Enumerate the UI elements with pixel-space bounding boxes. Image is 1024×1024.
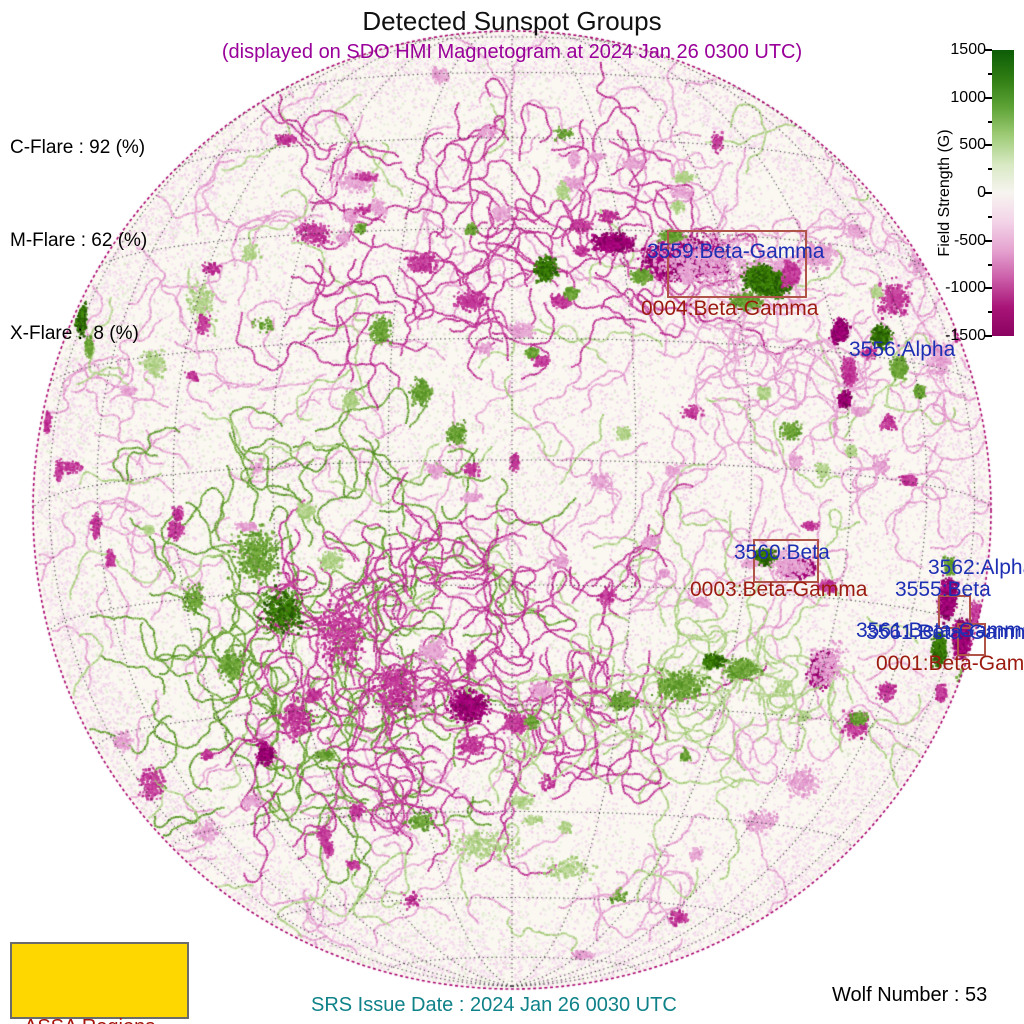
region-label-assa: 0001:Beta-Gamma	[876, 652, 1024, 675]
region-label-noaa: 3560:Beta	[734, 541, 830, 564]
region-box	[938, 595, 971, 629]
legend-item-assa: ASSA Regions	[24, 1012, 187, 1024]
region-box	[667, 230, 807, 298]
colorbar-tick-mark	[985, 192, 992, 194]
region-box	[957, 623, 986, 656]
colorbar-tick-label: 500	[959, 136, 986, 154]
wolf-number: Wolf Number : 53	[832, 984, 988, 1006]
region-box	[753, 539, 819, 583]
colorbar-tick-label: -1500	[945, 327, 986, 344]
colorbar-minor-tick-mark	[988, 215, 992, 218]
colorbar-tick-label: -1000	[945, 279, 986, 297]
flare-probability-panel: C-Flare : 92 (%) M-Flare : 62 (%) X-Flar…	[10, 70, 147, 411]
colorbar-minor-tick-mark	[988, 120, 992, 123]
colorbar-minor-tick-mark	[988, 263, 992, 266]
srs-issue-date: SRS Issue Date : 2024 Jan 26 0030 UTC	[311, 994, 677, 1016]
colorbar-tick-mark	[985, 335, 992, 337]
colorbar-tick-mark	[985, 239, 992, 242]
region-label-noaa: 3559:Beta-Gamma	[647, 240, 825, 263]
colorbar-tick-label: 1500	[950, 41, 986, 58]
x-flare-probability: X-Flare : 8 (%)	[10, 323, 139, 344]
colorbar-minor-tick-mark	[988, 311, 992, 314]
colorbar-axis-label: Field Strength (G)	[936, 129, 953, 257]
colorbar-tick-mark	[985, 49, 992, 51]
page-title: Detected Sunspot Groups	[362, 6, 662, 36]
region-label-assa: 0003:Beta-Gamma	[690, 578, 868, 601]
legend: ASSA Regions NOAA Regions	[10, 942, 189, 1024]
page-subtitle: (displayed on SDO HMI Magnetogram at 202…	[221, 41, 803, 63]
colorbar-tick-mark	[985, 144, 992, 147]
region-label-noaa: 3561:Beta-Gamma	[856, 619, 1024, 642]
region-label-assa: 0004:Beta-Gamma	[641, 297, 819, 320]
colorbar-minor-tick-mark	[988, 72, 992, 75]
colorbar-gradient	[992, 50, 1014, 336]
m-flare-probability: M-Flare : 62 (%)	[10, 230, 148, 251]
colorbar-tick-mark	[985, 96, 992, 99]
region-label-noaa: 3556:Alpha	[849, 338, 956, 361]
colorbar-tick-label: 0	[977, 184, 986, 201]
region-label-noaa: 3555:Beta	[895, 578, 991, 601]
c-flare-probability: C-Flare : 92 (%)	[10, 137, 146, 158]
colorbar-minor-tick-mark	[988, 168, 992, 171]
colorbar-tick-label: 1000	[950, 88, 986, 106]
colorbar-tick-mark	[985, 287, 992, 290]
colorbar-tick-label: -500	[953, 231, 986, 249]
region-label-noaa: 3562:Alpha	[928, 556, 1024, 579]
